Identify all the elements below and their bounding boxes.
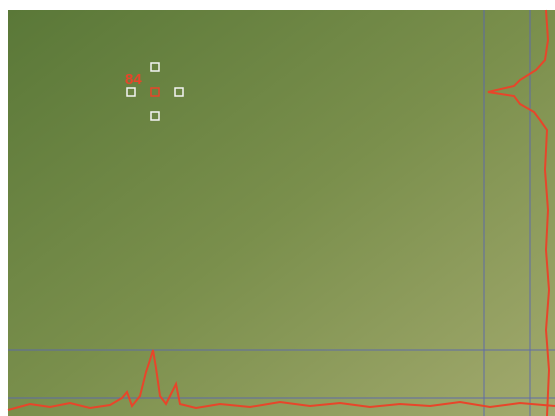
handle[interactable]	[174, 87, 184, 97]
center-point[interactable]	[150, 87, 160, 97]
image-area	[8, 10, 555, 416]
handle[interactable]	[126, 87, 136, 97]
handle[interactable]	[150, 111, 160, 121]
marker-label: 84	[125, 71, 142, 88]
vertical-profile	[487, 9, 551, 416]
horizontal-profile	[7, 349, 555, 411]
handle[interactable]	[150, 62, 160, 72]
